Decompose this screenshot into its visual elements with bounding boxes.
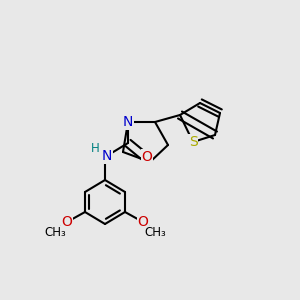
Text: N: N [102, 149, 112, 163]
Text: H: H [91, 142, 99, 155]
Text: CH₃: CH₃ [44, 226, 66, 239]
Text: N: N [123, 115, 133, 129]
Text: O: O [61, 215, 72, 229]
Text: O: O [138, 215, 148, 229]
Text: CH₃: CH₃ [144, 226, 166, 239]
Text: O: O [142, 150, 152, 164]
Text: S: S [189, 135, 197, 149]
